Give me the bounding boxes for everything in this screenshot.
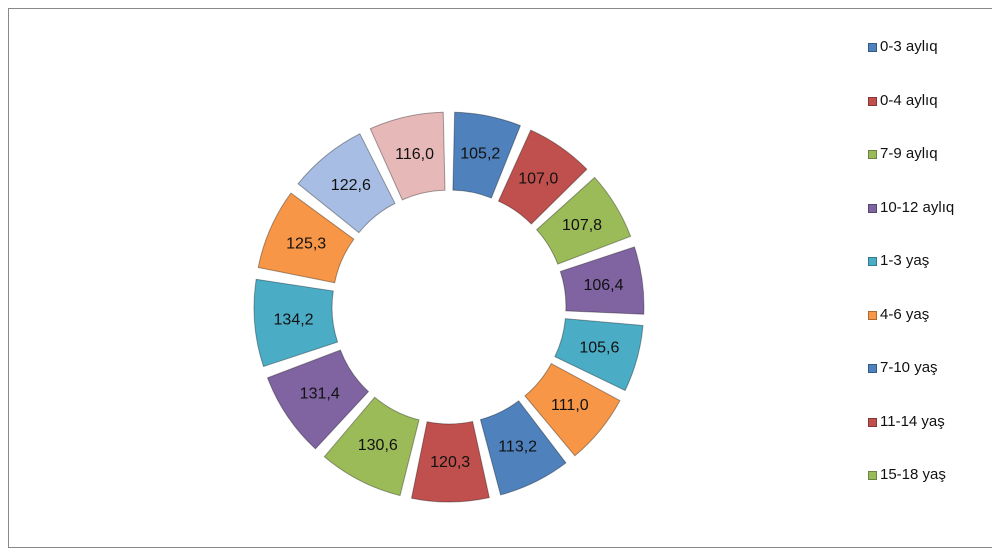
data-label: 131,4 (300, 385, 340, 402)
legend-item: 10-12 aylıq (868, 198, 960, 218)
data-label: 105,6 (579, 340, 619, 357)
segment (410, 420, 490, 503)
legend-label: 11-14 yaş (880, 412, 945, 430)
segment (266, 349, 370, 450)
legend-label: 4-6 yaş (880, 305, 930, 323)
legend-swatch (868, 417, 877, 427)
data-label: 106,4 (583, 277, 623, 294)
legend-label: 15-18 yaş (880, 466, 946, 483)
legend-item: 7-9 aylıq (868, 144, 960, 164)
data-label: 125,3 (286, 235, 326, 252)
legend-item: 7-10 yaş (868, 358, 960, 378)
segment (497, 129, 588, 225)
data-label: 107,8 (562, 217, 602, 234)
data-label: 116,0 (395, 146, 434, 163)
legend-item: 0-4 aylıq (868, 91, 960, 111)
segment (253, 278, 339, 368)
legend-label: 7-10 yaş (880, 359, 938, 376)
legend-label: 10-12 aylıq (880, 198, 955, 216)
data-label: 134,2 (274, 311, 314, 328)
legend-item: 11-14 yaş (868, 412, 960, 432)
legend-swatch (868, 203, 877, 213)
segment (535, 176, 632, 265)
segment (479, 400, 567, 496)
legend-label: 0-4 aylıq (880, 91, 938, 109)
legend-label: 7-9 aylıq (880, 145, 938, 162)
legend-swatch (868, 364, 877, 373)
page: 105,2 107,0 107,8 106,4 105,6 111,0 113,2 120,3… (8, 8, 992, 548)
legend-item: 4-6 yaş (868, 305, 960, 325)
data-label: 130,6 (358, 437, 398, 454)
segment (369, 111, 446, 201)
segment (297, 133, 396, 234)
legend-swatch (868, 96, 877, 106)
data-label: 113,2 (498, 438, 537, 455)
legend-item: 1-3 yaş (868, 251, 960, 271)
segment (559, 246, 645, 315)
segment (323, 396, 420, 497)
legend-swatch (868, 150, 877, 159)
segment (452, 111, 522, 199)
segment (554, 318, 644, 392)
data-label: 120,3 (430, 454, 470, 471)
legend-item: 15-18 yaş (868, 465, 960, 485)
segment (257, 192, 355, 284)
chart: 105,2 107,0 107,8 106,4 105,6 111,0 113,2 120,3… (253, 111, 645, 503)
data-label: 111,0 (551, 397, 589, 414)
segment (524, 362, 621, 457)
legend-swatch (868, 471, 877, 480)
legend-swatch (868, 43, 877, 52)
legend-label: 0-3 aylıq (880, 38, 938, 55)
legend-item: 0-3 aylıq (868, 37, 960, 57)
legend-swatch (868, 257, 877, 266)
data-label: 122,6 (331, 177, 371, 194)
data-label: 107,0 (518, 170, 558, 187)
legend-label: 1-3 yaş (880, 252, 930, 269)
legend-swatch (868, 310, 877, 320)
data-label: 105,2 (460, 145, 500, 162)
